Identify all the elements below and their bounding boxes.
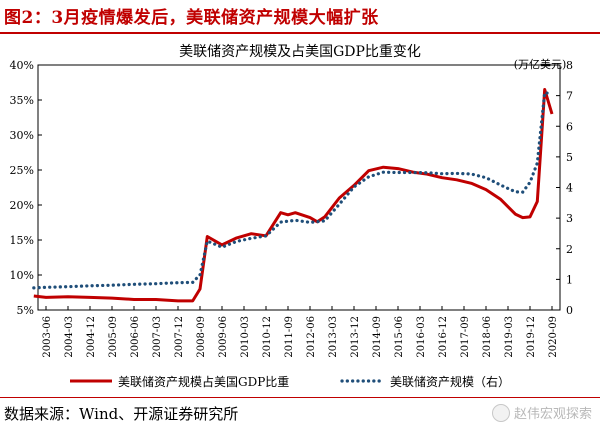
x-tick-label: 2009-06 [218,316,229,358]
x-tick-label: 2010-12 [262,316,273,358]
left-tick-label: 5% [17,304,34,317]
left-tick-label: 15% [10,234,34,247]
x-tick-label: 2016-03 [416,316,427,358]
series-line-gdp-share [33,88,554,303]
x-tick-label: 2005-09 [108,316,119,358]
left-tick-label: 20% [10,199,34,212]
watermark-text: 赵伟宏观探索 [513,407,592,422]
x-tick-label: 2007-03 [152,316,163,358]
x-tick-label: 2020-09 [548,316,559,358]
x-tick-label: 2019-12 [526,316,537,358]
chart: 美联储资产规模及占美国GDP比重变化 (万亿美元) 5%10%15%20%25%… [10,44,573,389]
tick-labels: 5% 10% 15% 20% 25% 30% 35% 40% 0 1 2 3 4 5 6 7 8 2003-06 2… [10,59,573,358]
chart-title: 美联储资产规模及占美国GDP比重变化 [179,44,421,60]
x-tick-label: 2004-12 [86,316,97,358]
watermark: 赵伟宏观探索 [491,403,592,422]
left-tick-label: 10% [10,269,34,282]
legend-label-fed-assets: 美联储资产规模（右） [390,374,510,389]
x-tick-label: 2004-03 [64,316,75,358]
x-tick-label: 2010-03 [240,316,251,358]
x-tick-label: 2017-09 [460,316,471,358]
right-tick-label: 3 [566,212,573,225]
x-tick-label: 2018-06 [482,316,493,358]
left-tick-label: 25% [10,164,34,177]
x-tick-label: 2014-09 [372,316,383,358]
right-tick-label: 4 [566,182,573,195]
x-tick-label: 2013-03 [328,316,339,358]
axes [37,64,561,311]
x-tick-label: 2006-06 [130,316,141,358]
source-divider [0,397,600,398]
source-note: 数据来源：Wind、开源证券研究所 [4,405,239,423]
series-line-fed-assets [32,90,554,290]
legend-label-gdp-share: 美联储资产规模占美国GDP比重 [118,374,289,389]
x-tick-label: 2016-12 [438,316,449,358]
x-tick-label: 2011-09 [284,316,295,358]
left-tick-label: 40% [10,59,34,72]
right-tick-label: 8 [566,59,573,72]
right-tick-label: 2 [566,243,573,256]
title-underline [0,32,600,34]
right-tick-label: 1 [566,273,573,286]
x-tick-label: 2003-06 [42,316,53,358]
left-tick-label: 30% [10,129,34,142]
x-tick-label: 2015-06 [394,316,405,358]
figure-title: 图2：3月疫情爆发后，美联储资产规模大幅扩张 [4,8,379,28]
x-tick-label: 2008-09 [196,316,207,358]
legend: 美联储资产规模占美国GDP比重 美联储资产规模（右） [70,374,510,389]
right-tick-label: 7 [566,90,573,103]
right-tick-label: 5 [566,151,573,164]
x-tick-label: 2019-03 [504,316,515,358]
x-tick-label: 2013-12 [350,316,361,358]
x-tick-label: 2007-12 [174,316,185,358]
series-lines [32,88,554,303]
wechat-icon [491,403,510,422]
left-tick-label: 35% [10,94,34,107]
x-tick-label: 2012-06 [306,316,317,358]
right-tick-label: 6 [566,120,573,133]
right-tick-label: 0 [566,304,573,317]
